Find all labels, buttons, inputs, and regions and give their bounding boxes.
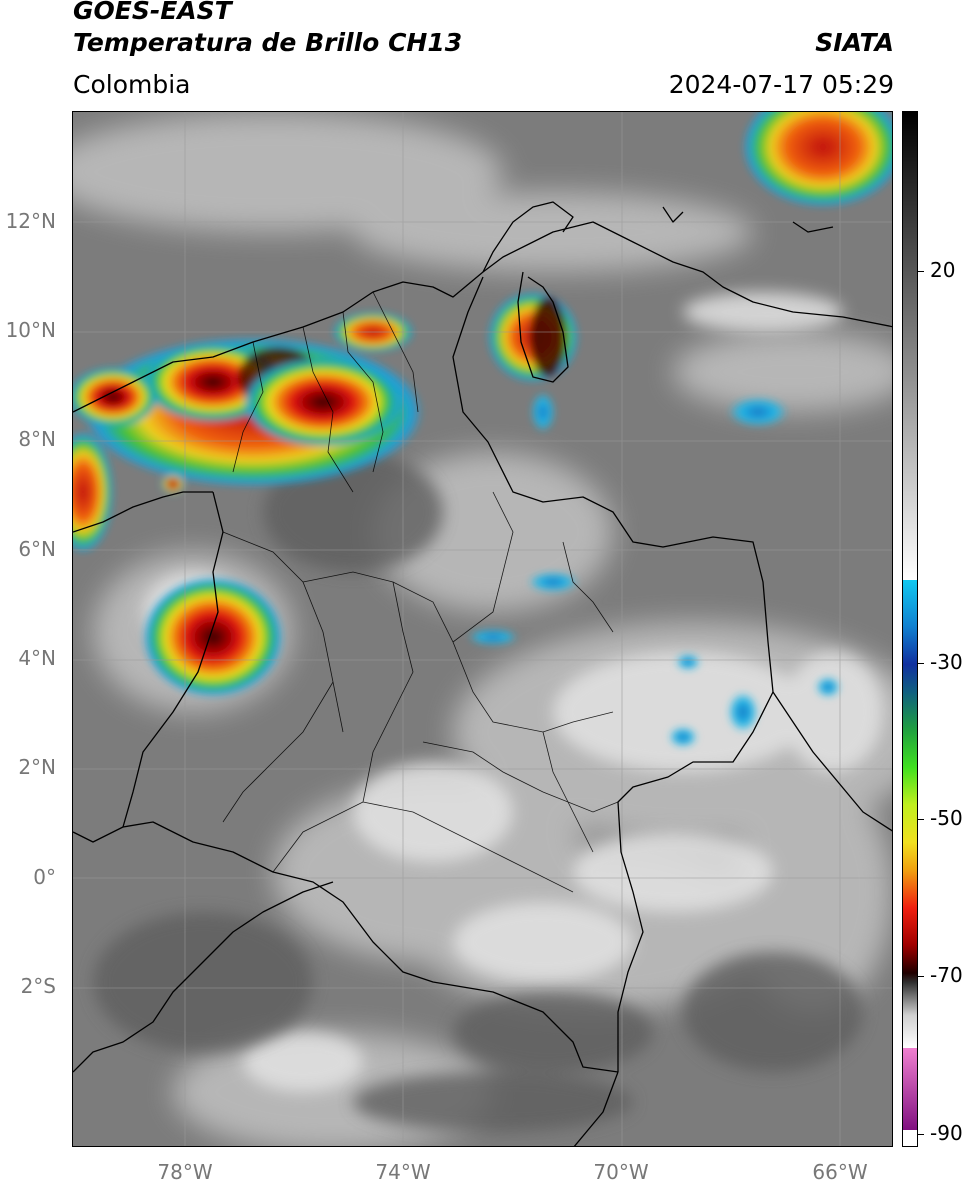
lat-label-2n: 2°N (18, 755, 56, 779)
colorbar-label-m90: -90 (930, 1121, 963, 1145)
lat-label-2s: 2°S (20, 974, 56, 998)
lat-label-12n: 12°N (5, 209, 56, 233)
lon-label-78w: 78°W (157, 1160, 213, 1184)
lon-label-70w: 70°W (593, 1160, 649, 1184)
colorbar-tick-20 (918, 271, 924, 272)
colorbar-label-20: 20 (930, 258, 956, 282)
brand-label: SIATA (815, 28, 894, 57)
lat-label-0: 0° (33, 865, 56, 889)
colorbar-label-m50: -50 (930, 806, 963, 830)
lat-label-8n: 8°N (18, 427, 56, 451)
colorbar (902, 111, 918, 1147)
lat-label-10n: 10°N (5, 318, 56, 342)
title-product: Temperatura de Brillo CH13 (73, 28, 463, 57)
title-satellite: GOES-EAST (73, 0, 232, 25)
colorbar-tick-m90 (918, 1134, 924, 1135)
colorbar-label-m70: -70 (930, 963, 963, 987)
lon-label-66w: 66°W (812, 1160, 868, 1184)
lat-label-6n: 6°N (18, 537, 56, 561)
satellite-map (72, 111, 893, 1147)
colorbar-tick-m70 (918, 976, 924, 977)
timestamp-label: 2024-07-17 05:29 (668, 70, 894, 99)
region-label: Colombia (73, 70, 191, 99)
colorbar-tick-m50 (918, 819, 924, 820)
colorbar-label-m30: -30 (930, 650, 963, 674)
colorbar-tick-m30 (918, 663, 924, 664)
lat-label-4n: 4°N (18, 646, 56, 670)
lon-label-74w: 74°W (375, 1160, 431, 1184)
